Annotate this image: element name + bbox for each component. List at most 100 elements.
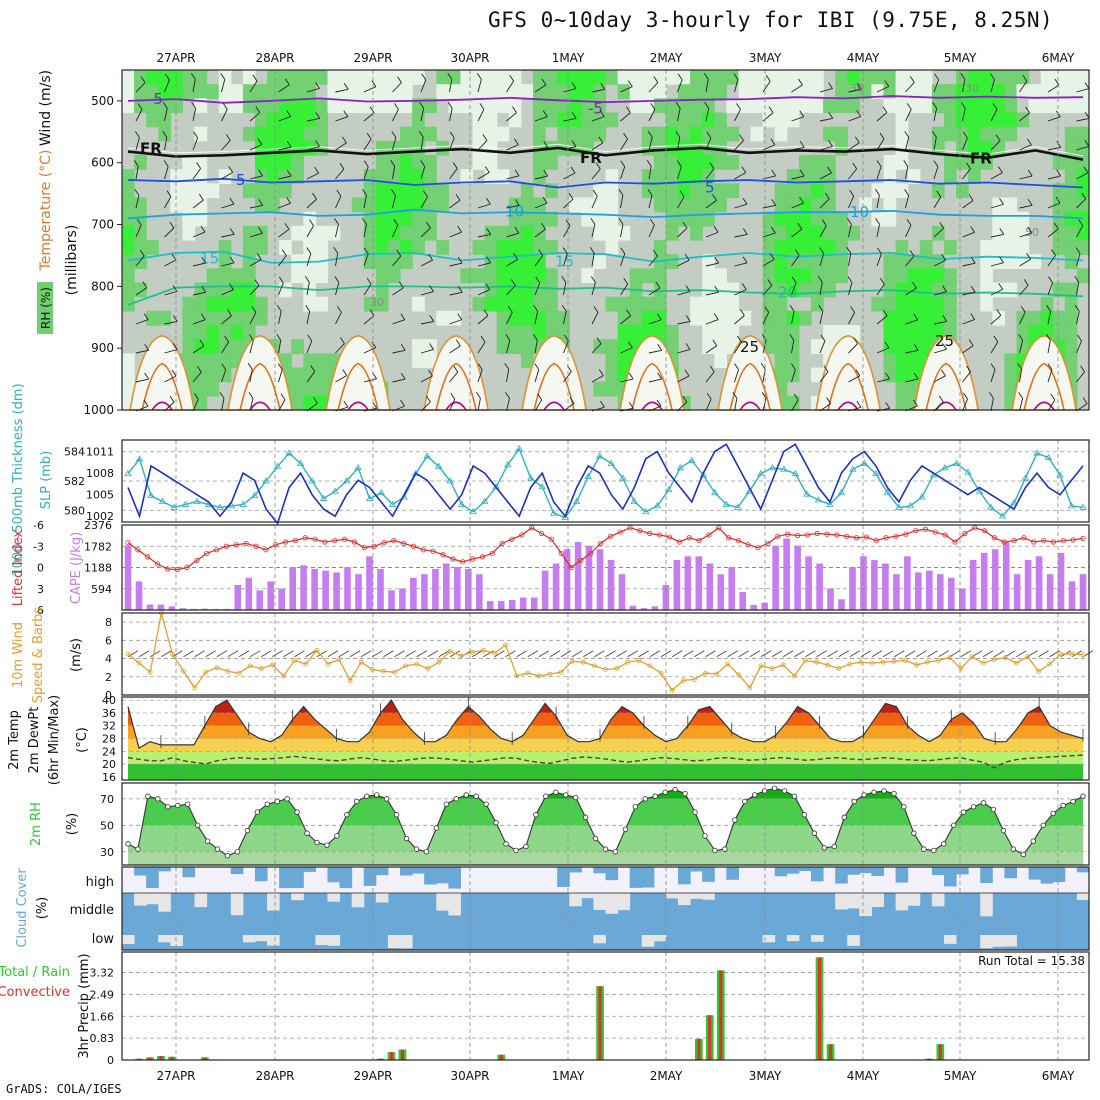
- thickness-marker: [688, 456, 696, 463]
- thickness-marker: [975, 487, 984, 494]
- rh-cell: [1040, 98, 1054, 114]
- rh-cell: [206, 310, 220, 326]
- wind-barb-flag: [620, 160, 626, 167]
- rh-cell: [412, 70, 425, 85]
- rh-cell: [255, 310, 268, 326]
- wind-barb: [477, 289, 491, 296]
- rh-cell: [714, 155, 727, 170]
- rh-cell: [883, 353, 897, 369]
- wind-barb-flag: [1074, 275, 1080, 283]
- wind-barb-flag: [229, 228, 235, 235]
- rh-cell: [460, 169, 474, 184]
- rh-cell: [895, 140, 909, 156]
- rh-cell: [484, 155, 498, 170]
- wind-barb-10m: [727, 650, 738, 658]
- wind-barb-flag: [739, 134, 744, 141]
- wind-barb-flag: [742, 228, 748, 235]
- wind-speed-marker: [825, 662, 830, 668]
- wind-barb-flag: [856, 110, 862, 117]
- wind-barb: [221, 203, 235, 209]
- wind-barb-10m: [605, 650, 616, 658]
- wind-barb: [420, 375, 433, 383]
- thickness-marker: [952, 459, 961, 466]
- wind-speed-marker: [458, 653, 464, 659]
- rh-cell: [182, 197, 196, 213]
- isotherm-line: [127, 146, 1084, 161]
- cloud-middle-gap: [931, 893, 945, 907]
- cloud-high-bar: [678, 867, 691, 885]
- wind-barb: [1019, 144, 1032, 151]
- lifted-index-marker: [1011, 537, 1017, 544]
- rh-cell: [738, 98, 752, 114]
- isotherm-label: 25: [935, 332, 954, 350]
- bottom-date-label: 27APR: [156, 1069, 195, 1083]
- wind-barb-flag: [932, 102, 937, 109]
- rh2m-marker: [722, 846, 728, 852]
- rh-cell: [255, 296, 268, 312]
- cloud-middle-gap: [291, 893, 304, 901]
- rh-cell: [557, 112, 570, 128]
- wind-tick-label: 8: [105, 616, 112, 629]
- wind-barb: [249, 369, 253, 383]
- wind-barb-flag: [391, 189, 396, 196]
- wind-barb: [648, 349, 662, 354]
- rh-cell: [436, 183, 449, 199]
- wind-barb-flag: [1018, 334, 1024, 341]
- rh2m-marker: [1020, 851, 1027, 858]
- rh-cell: [665, 112, 679, 128]
- rh-cell: [895, 70, 909, 85]
- wind-barb: [990, 398, 994, 412]
- rh-cell: [351, 197, 365, 213]
- rh-cell: [690, 84, 703, 99]
- wind-barb-flag: [369, 106, 375, 113]
- rh-cell: [871, 183, 885, 199]
- cloud-high-bar: [835, 867, 848, 884]
- rh-cell: [883, 183, 897, 199]
- thickness-marker: [619, 474, 627, 481]
- wind-barb-10m: [150, 650, 161, 658]
- precip-axis-label: 3hr Precip (mm): [77, 953, 92, 1058]
- bottom-date-label: 4MAY: [847, 1069, 880, 1083]
- thickness-marker: [837, 488, 846, 496]
- wind-barb-flag: [362, 217, 367, 225]
- wind-barb-flag: [771, 199, 777, 206]
- wind-barb: [705, 79, 709, 93]
- wind-barb-flag: [562, 247, 568, 254]
- cape-frame: [121, 524, 1090, 611]
- rh-cell: [919, 310, 933, 326]
- lifted-index-marker: [607, 533, 614, 539]
- wind-barb-flag: [1020, 306, 1026, 313]
- wind-barb: [620, 315, 631, 325]
- rh-cell: [472, 98, 486, 114]
- rh-cell: [811, 339, 824, 354]
- wind-barb-10m: [272, 650, 283, 658]
- rh-cell: [702, 254, 715, 269]
- wind-barb: [962, 371, 971, 383]
- top-date-label: 27APR: [156, 51, 195, 65]
- rh-cell: [267, 112, 280, 128]
- rh-cell: [835, 70, 848, 85]
- rh-cell: [811, 211, 824, 227]
- rh-cell: [508, 339, 522, 354]
- wind-barb-flag: [1023, 279, 1029, 286]
- rh-cell: [1064, 310, 1078, 326]
- wind-barb-10m: [216, 650, 228, 658]
- rh2m-marker: [781, 788, 788, 794]
- rh-cell: [1064, 183, 1078, 199]
- wind-barb: [933, 348, 947, 354]
- precip-tick-label: 2.49: [90, 988, 115, 1001]
- rh-cell: [653, 84, 667, 99]
- rh-cell: [750, 70, 764, 85]
- wind-barb: [905, 166, 909, 180]
- wind-speed-marker: [136, 660, 142, 666]
- cloud-high-bar: [871, 867, 885, 876]
- rh-cell: [1052, 225, 1066, 241]
- wind-barb-flag: [227, 309, 232, 316]
- top-date-label: 29APR: [353, 51, 392, 65]
- rh-cell: [883, 254, 897, 269]
- rh-cell: [774, 112, 788, 128]
- rh-cell: [907, 169, 921, 184]
- wind-barb-flag: [906, 218, 912, 226]
- wind-barb-flag: [255, 106, 261, 113]
- rh-cell: [134, 254, 147, 269]
